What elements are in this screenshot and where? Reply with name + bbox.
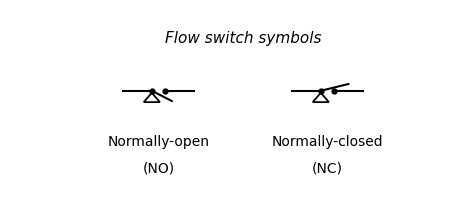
- Text: Normally-open: Normally-open: [108, 135, 210, 149]
- Text: (NC): (NC): [312, 162, 343, 176]
- Text: Normally-closed: Normally-closed: [272, 135, 383, 149]
- Text: Flow switch symbols: Flow switch symbols: [164, 31, 321, 46]
- Text: (NO): (NO): [142, 162, 174, 176]
